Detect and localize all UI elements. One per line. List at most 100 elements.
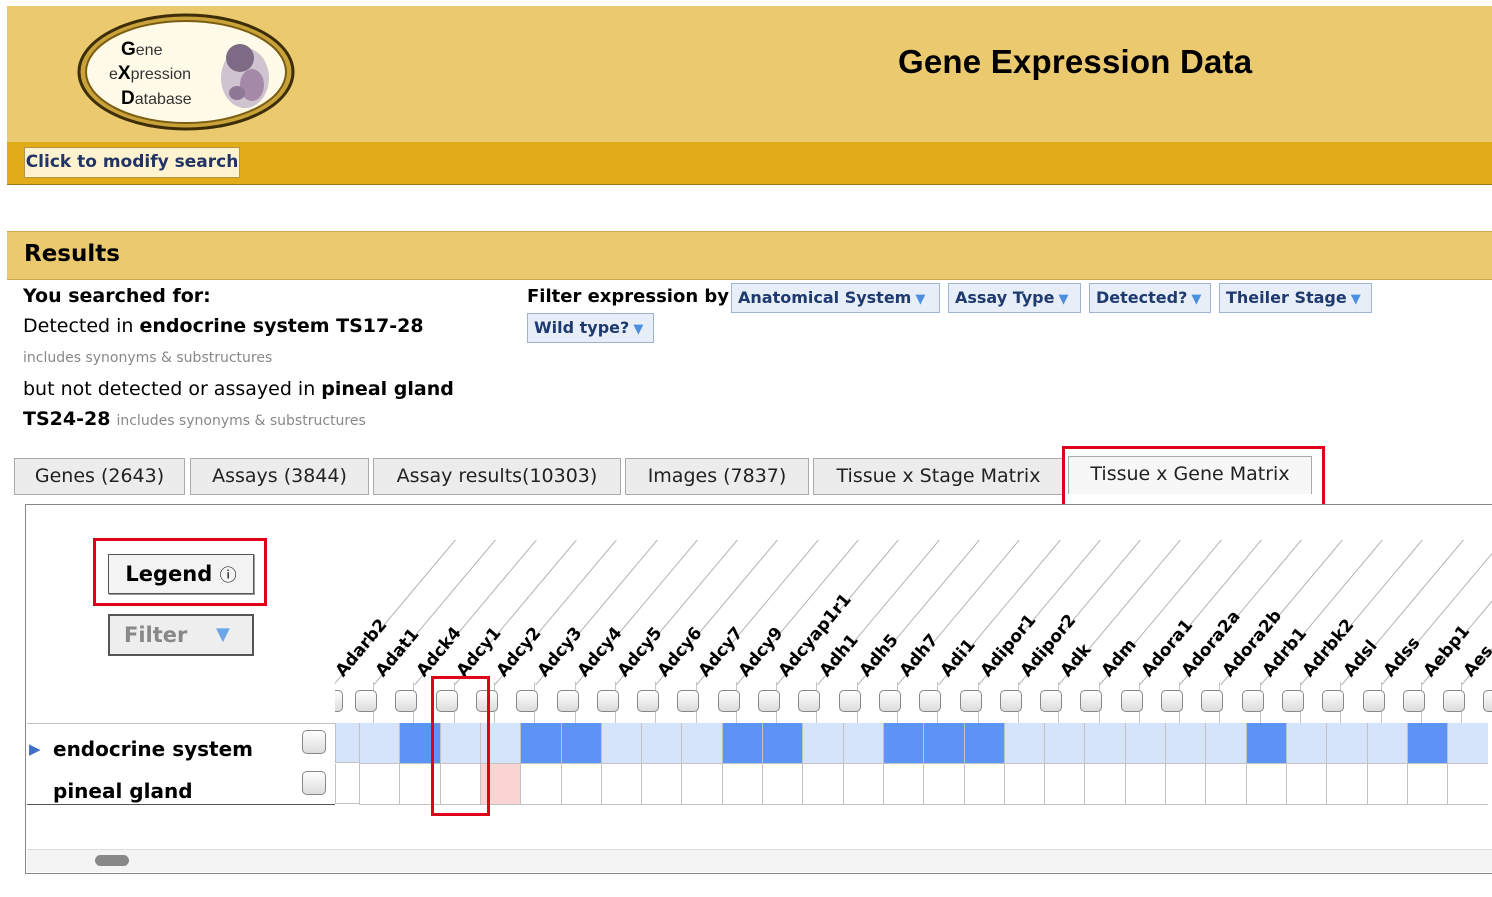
matrix-cell[interactable] xyxy=(1285,764,1328,805)
gene-column-checkbox[interactable] xyxy=(798,690,821,712)
gene-column-checkbox[interactable] xyxy=(1120,690,1143,712)
matrix-cell[interactable] xyxy=(1326,764,1368,805)
matrix-cell[interactable] xyxy=(1245,723,1287,764)
gene-column-label[interactable]: Adm xyxy=(1097,635,1141,681)
gene-column-checkbox[interactable] xyxy=(1040,690,1063,712)
matrix-cell[interactable] xyxy=(721,723,763,764)
matrix-cell[interactable] xyxy=(681,764,723,805)
gene-column-checkbox[interactable] xyxy=(1161,690,1183,712)
horizontal-scrollbar[interactable] xyxy=(27,849,1492,872)
row-checkbox[interactable] xyxy=(302,771,326,795)
matrix-cell[interactable] xyxy=(1124,723,1166,764)
matrix-cell[interactable] xyxy=(1205,723,1247,764)
gene-column-checkbox[interactable] xyxy=(1362,690,1385,712)
matrix-cell[interactable] xyxy=(560,764,602,805)
row-label-endocrine-system[interactable]: endocrine system xyxy=(53,737,254,761)
matrix-cell[interactable] xyxy=(439,764,481,805)
matrix-cell[interactable] xyxy=(1084,723,1126,764)
legend-button[interactable]: Legend ⓘ xyxy=(108,554,254,594)
matrix-cell[interactable] xyxy=(842,723,884,764)
matrix-cell[interactable] xyxy=(1285,723,1328,764)
matrix-cell[interactable] xyxy=(882,723,925,764)
gene-column-checkbox[interactable] xyxy=(1080,690,1103,712)
filter-assay-type-button[interactable]: Assay Type ▼ xyxy=(948,283,1081,313)
matrix-filter-button[interactable]: Filter ▼ xyxy=(108,614,254,656)
gene-column-label[interactable]: Adi1 xyxy=(936,635,980,681)
tab-genes[interactable]: Genes (2643) xyxy=(14,458,185,495)
matrix-cell[interactable] xyxy=(802,723,844,764)
matrix-cell[interactable] xyxy=(882,764,925,805)
gene-column-checkbox[interactable] xyxy=(395,690,418,712)
matrix-cell[interactable] xyxy=(923,764,965,805)
matrix-cell[interactable] xyxy=(923,723,965,764)
gene-column-checkbox[interactable] xyxy=(1443,690,1466,712)
gene-column-checkbox[interactable] xyxy=(1402,690,1425,712)
gene-column-checkbox[interactable] xyxy=(838,690,861,712)
matrix-cell[interactable] xyxy=(479,723,522,764)
gene-column-label[interactable]: Adss xyxy=(1379,633,1425,681)
matrix-cell[interactable] xyxy=(1003,764,1046,805)
gene-column-checkbox[interactable] xyxy=(999,690,1022,712)
tab-images[interactable]: Images (7837) xyxy=(625,458,809,495)
matrix-cell[interactable] xyxy=(1366,723,1408,764)
matrix-cell[interactable] xyxy=(1447,764,1489,805)
matrix-cell[interactable] xyxy=(1326,723,1368,764)
gene-column-checkbox[interactable] xyxy=(1322,690,1345,712)
tab-assay-results[interactable]: Assay results(10303) xyxy=(373,458,621,495)
matrix-cell[interactable] xyxy=(1044,723,1086,764)
gene-column-checkbox[interactable] xyxy=(596,690,619,712)
gene-column-label[interactable]: Adh5 xyxy=(855,630,903,681)
row-checkbox[interactable] xyxy=(302,730,326,754)
gene-column-checkbox[interactable] xyxy=(516,690,539,712)
gene-column-checkbox[interactable] xyxy=(919,690,942,712)
row-label-pineal-gland[interactable]: pineal gland xyxy=(53,779,193,803)
gene-column-checkbox[interactable] xyxy=(677,690,700,712)
gene-column-checkbox[interactable] xyxy=(435,690,458,712)
matrix-cell[interactable] xyxy=(1205,764,1247,805)
matrix-cell[interactable] xyxy=(842,764,884,805)
matrix-cell[interactable] xyxy=(1366,764,1408,805)
filter-detected-button[interactable]: Detected? ▼ xyxy=(1089,283,1211,313)
matrix-cell[interactable] xyxy=(520,723,562,764)
matrix-cell[interactable] xyxy=(641,764,683,805)
matrix-cell[interactable] xyxy=(681,723,723,764)
matrix-cell[interactable] xyxy=(762,764,804,805)
filter-wild-type-button[interactable]: Wild type? ▼ xyxy=(527,313,654,343)
matrix-cell[interactable] xyxy=(802,764,844,805)
matrix-cell[interactable] xyxy=(963,764,1005,805)
gene-column-checkbox[interactable] xyxy=(1201,690,1224,712)
matrix-cell[interactable] xyxy=(600,764,643,805)
gene-column-checkbox[interactable] xyxy=(475,690,498,712)
gene-column-checkbox[interactable] xyxy=(637,690,660,712)
gene-column-checkbox[interactable] xyxy=(959,690,982,712)
matrix-cell[interactable] xyxy=(1165,723,1207,764)
matrix-cell[interactable] xyxy=(721,764,763,805)
gene-column-checkbox[interactable] xyxy=(556,690,579,712)
gene-column-checkbox[interactable] xyxy=(758,690,780,712)
gene-column-checkbox[interactable] xyxy=(878,690,901,712)
tab-assays[interactable]: Assays (3844) xyxy=(190,458,369,495)
matrix-cell[interactable] xyxy=(1124,764,1166,805)
matrix-cell[interactable] xyxy=(479,764,522,805)
scrollbar-thumb[interactable] xyxy=(95,855,129,866)
matrix-cell[interactable] xyxy=(439,723,481,764)
matrix-cell[interactable] xyxy=(1003,723,1046,764)
gxd-logo[interactable]: Gene eXpression Database xyxy=(77,13,295,131)
matrix-cell[interactable] xyxy=(1447,723,1489,764)
matrix-cell[interactable] xyxy=(1044,764,1086,805)
matrix-cell[interactable] xyxy=(335,723,359,763)
matrix-cell[interactable] xyxy=(1406,764,1449,805)
matrix-cell[interactable] xyxy=(359,764,401,805)
matrix-cell[interactable] xyxy=(560,723,602,764)
gene-column-checkbox[interactable] xyxy=(1241,690,1264,712)
filter-theiler-stage-button[interactable]: Theiler Stage ▼ xyxy=(1219,283,1372,313)
gene-column-checkbox[interactable] xyxy=(717,690,740,712)
gene-column-label[interactable]: Aes xyxy=(1460,641,1492,681)
tab-tissue-stage-matrix[interactable]: Tissue x Stage Matrix xyxy=(813,458,1064,495)
gene-column-checkbox[interactable] xyxy=(335,690,343,712)
matrix-cell[interactable] xyxy=(1165,764,1207,805)
matrix-cell[interactable] xyxy=(335,764,359,804)
gene-column-checkbox[interactable] xyxy=(1281,690,1304,712)
matrix-cell[interactable] xyxy=(641,723,683,764)
gene-column-checkbox[interactable] xyxy=(1483,690,1492,712)
